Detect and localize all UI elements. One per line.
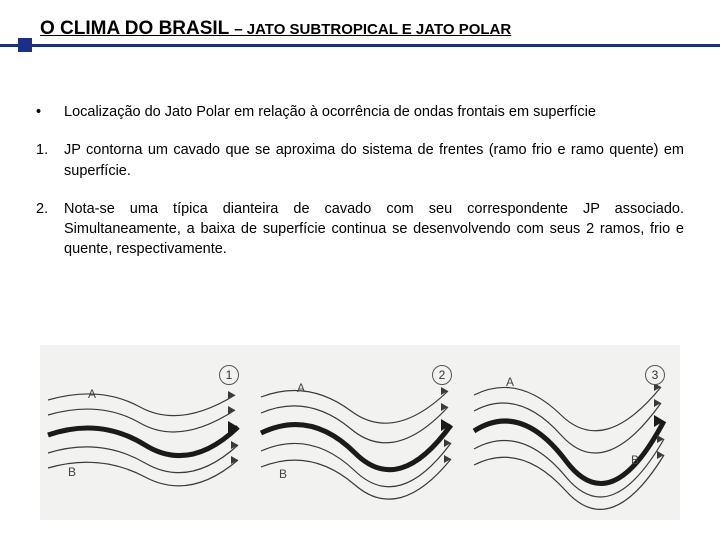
flow-diagram: 1 A B 2 A B: [40, 345, 680, 520]
item-text: JP contorna um cavado que se aproxima do…: [64, 140, 684, 181]
bullet: 1.: [36, 140, 64, 181]
label-a: A: [297, 381, 305, 395]
label-b: B: [631, 453, 639, 467]
list-item: 2. Nota-se uma típica dianteira de cavad…: [36, 199, 684, 260]
label-b: B: [68, 465, 76, 479]
content-area: • Localização do Jato Polar em relação à…: [0, 40, 720, 260]
list-item: • Localização do Jato Polar em relação à…: [36, 102, 684, 122]
panel-number: 1: [219, 365, 239, 385]
label-a: A: [506, 375, 514, 389]
panel-number: 2: [432, 365, 452, 385]
diagram-panel: 1 A B: [40, 345, 253, 520]
bullet: 2.: [36, 199, 64, 260]
title-main: O CLIMA DO BRASIL: [40, 18, 234, 39]
panel-number: 3: [645, 365, 665, 385]
slide-header: O CLIMA DO BRASIL – JATO SUBTROPICAL E J…: [0, 0, 720, 40]
bullet: •: [36, 102, 64, 122]
accent-line: [0, 44, 720, 47]
label-b: B: [279, 467, 287, 481]
label-a: A: [88, 387, 96, 401]
item-text: Nota-se uma típica dianteira de cavado c…: [64, 199, 684, 260]
accent-box: [18, 38, 32, 52]
item-text: Localização do Jato Polar em relação à o…: [64, 102, 684, 122]
diagram-panel: 2 A B: [253, 345, 466, 520]
diagram-panel: 3 A B: [466, 345, 679, 520]
list-item: 1. JP contorna um cavado que se aproxima…: [36, 140, 684, 181]
title-sub: – JATO SUBTROPICAL E JATO POLAR: [234, 21, 511, 38]
